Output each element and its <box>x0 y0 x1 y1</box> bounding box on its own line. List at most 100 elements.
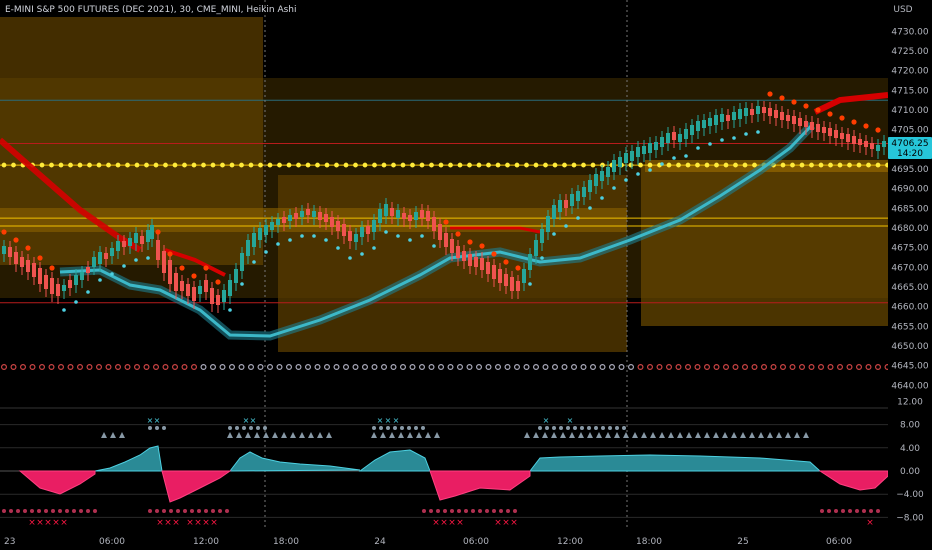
candle-body <box>666 133 670 143</box>
level-dot <box>505 162 510 168</box>
candle-body <box>876 145 880 151</box>
candle-body <box>68 280 72 288</box>
osc-triangle <box>254 432 260 438</box>
candle-body <box>498 269 502 283</box>
candle-body <box>516 281 520 291</box>
osc-dot <box>869 509 873 513</box>
osc-dot <box>538 426 542 430</box>
candle-body <box>450 239 454 253</box>
candle-body <box>360 227 364 237</box>
candle-body <box>390 208 394 216</box>
candle-body <box>690 125 694 135</box>
trail-dot <box>528 282 532 286</box>
level-dot <box>571 162 577 168</box>
event-dot <box>67 364 74 371</box>
price-tick: 4665.00 <box>891 283 928 293</box>
trail-dot <box>467 239 473 245</box>
candle-body <box>852 136 856 144</box>
event-dot <box>760 364 767 371</box>
candle-body <box>786 115 790 121</box>
osc-x-mark: × <box>172 518 180 528</box>
trail-dot <box>396 234 400 238</box>
candle-body <box>86 267 90 273</box>
level-dot <box>134 162 140 168</box>
candle-body <box>336 221 340 231</box>
osc-x-mark: × <box>154 416 161 425</box>
osc-x-mark: × <box>502 518 510 528</box>
trail-dot <box>612 186 616 190</box>
grid-lines <box>0 0 932 530</box>
event-dot <box>476 364 483 371</box>
event-dot <box>789 364 796 371</box>
trail-dot <box>815 107 821 113</box>
trail-dot <box>744 132 748 136</box>
level-dot <box>647 162 653 168</box>
trail-dot <box>384 230 388 234</box>
level-dot <box>220 162 225 168</box>
level-dot <box>96 162 102 168</box>
osc-triangle <box>110 432 116 438</box>
osc-dot <box>464 509 468 513</box>
candle-body <box>684 129 688 139</box>
trail-dot <box>215 279 221 285</box>
candle-body <box>678 134 682 142</box>
level-dot <box>267 162 273 168</box>
level-dot <box>866 162 871 168</box>
osc-dot <box>820 509 824 513</box>
osc-triangle <box>623 432 629 438</box>
price-tick: 4680.00 <box>891 224 928 234</box>
osc-triangle <box>776 432 782 438</box>
osc-triangle <box>272 432 278 438</box>
event-dot <box>779 364 786 371</box>
candle-body <box>276 219 280 225</box>
event-dot <box>874 364 881 371</box>
trail-dot <box>503 259 509 265</box>
event-dot <box>409 364 416 371</box>
candle-body <box>282 217 286 223</box>
event-dot <box>324 364 331 371</box>
osc-dot <box>155 426 159 430</box>
event-dot <box>466 364 473 371</box>
candle-body <box>606 167 610 177</box>
level-dot <box>733 162 738 168</box>
osc-triangle <box>236 432 242 438</box>
candle-body <box>252 233 256 247</box>
osc-triangle <box>407 432 413 438</box>
candle-body <box>780 112 784 120</box>
osc-positive-area <box>94 445 163 472</box>
osc-triangle <box>695 432 701 438</box>
level-dot <box>191 162 197 168</box>
level-dot <box>419 162 425 168</box>
osc-dot <box>372 426 376 430</box>
red-ribbon <box>0 137 142 253</box>
event-dot <box>713 364 720 371</box>
trail-dot <box>336 246 340 250</box>
trail-dot <box>588 206 592 210</box>
trail-dot <box>13 237 19 243</box>
candle-body <box>234 269 238 283</box>
osc-x-mark: × <box>510 518 518 528</box>
osc-triangle <box>434 432 440 438</box>
event-dot <box>542 364 549 371</box>
time-axis-bg <box>0 532 932 550</box>
osc-triangle <box>794 432 800 438</box>
osc-dot <box>16 509 20 513</box>
osc-dot <box>587 426 591 430</box>
candle-body <box>810 122 814 130</box>
event-dot <box>637 364 644 371</box>
event-dot <box>286 364 293 371</box>
level-dot <box>533 162 539 168</box>
candle-body <box>348 231 352 241</box>
event-dot <box>162 364 169 371</box>
trail-dot <box>110 272 114 276</box>
candle-body <box>2 246 6 254</box>
candle-body <box>642 146 646 154</box>
level-dot <box>828 162 833 168</box>
osc-x-mark: × <box>543 416 550 425</box>
trail-dot <box>443 219 449 225</box>
osc-triangle <box>758 432 764 438</box>
trail-dot <box>624 178 628 182</box>
trail-dot <box>348 256 352 260</box>
